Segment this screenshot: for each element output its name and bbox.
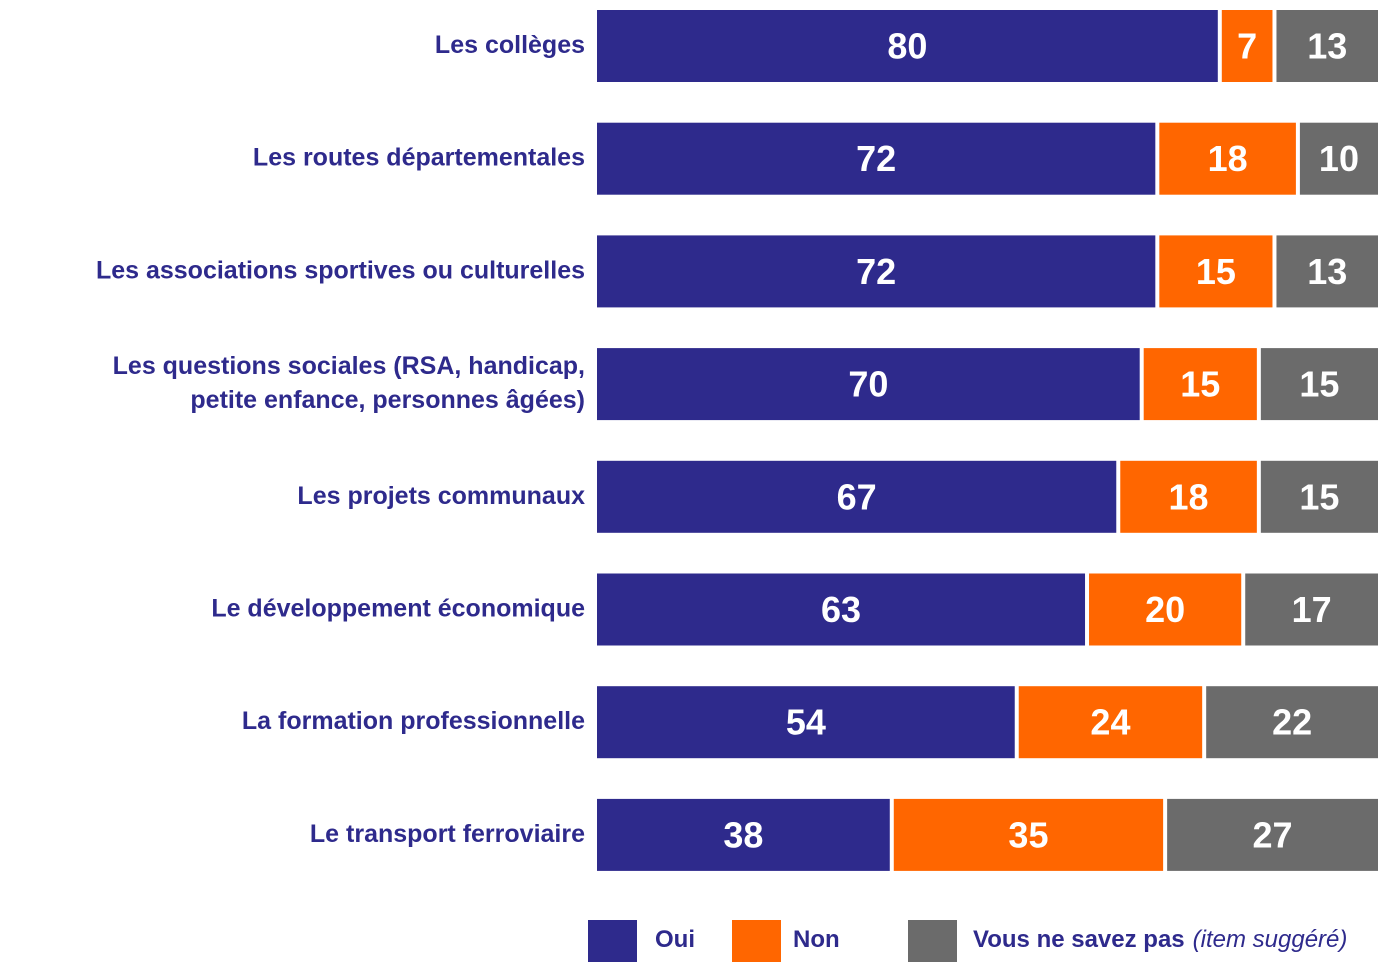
value-label: 24 [1090,702,1130,743]
bar-segment [1260,460,1378,533]
bar-segment [1143,348,1257,421]
value-label: 15 [1180,364,1220,405]
bar-segment [1260,348,1378,421]
category-label-line: Les projets communaux [297,481,585,509]
value-label: 13 [1307,251,1347,292]
bar-segment [597,10,1218,82]
value-label: 15 [1196,251,1236,292]
value-label: 38 [723,814,763,855]
value-label: 18 [1169,476,1209,517]
bar-segment [597,798,890,871]
bar-segment [1276,235,1378,308]
category-label: Les projets communaux [297,481,585,509]
category-label-line: Les routes départementales [253,143,585,171]
bar-segment [597,686,1015,759]
legend-name: Non [793,926,840,953]
category-label: Le développement économique [211,594,585,622]
value-label: 20 [1145,589,1185,630]
bar-segment [597,573,1086,646]
category-label: Les collèges [435,31,585,59]
bar-segment [597,348,1140,421]
value-label: 80 [887,26,927,67]
value-label: 17 [1292,589,1332,630]
legend-swatch [732,920,781,962]
category-label: Les routes départementales [253,143,585,171]
legend-label: Oui [655,926,695,953]
category-label-line: Les questions sociales (RSA, handicap, [113,352,585,380]
value-label: 72 [856,251,896,292]
category-label-line: Les associations sportives ou culturelle… [96,256,585,284]
bar-segment [597,235,1156,308]
bar-segment [1089,573,1242,646]
legend-swatch [588,920,637,962]
legend-name: Vous ne savez pas [973,926,1185,953]
category-label-line: La formation professionnelle [242,707,585,735]
bar-segment [1206,686,1378,759]
category-label-line: Le développement économique [211,594,585,622]
bar-segment [1299,122,1378,195]
bar-segment [893,798,1164,871]
category-label: Le transport ferroviaire [310,820,585,848]
bar-segment [1276,10,1378,82]
category-label: Les associations sportives ou culturelle… [96,256,585,284]
legend-label: Vous ne savez pas (item suggéré) [973,926,1347,953]
legend-note: (item suggéré) [1193,926,1348,953]
value-label: 15 [1299,476,1339,517]
value-label: 22 [1272,702,1312,743]
value-label: 72 [856,138,896,179]
value-label: 27 [1253,814,1293,855]
value-label: 70 [848,364,888,405]
bar-segment [1245,573,1378,646]
category-label-line: Le transport ferroviaire [310,820,585,848]
bar-segment [1159,122,1296,195]
bar-segment [1159,235,1273,308]
bar-segment [1221,10,1273,82]
value-label: 7 [1237,26,1257,67]
category-label: La formation professionnelle [242,707,585,735]
value-label: 63 [821,589,861,630]
value-label: 67 [837,476,877,517]
bar-segment [1167,798,1378,871]
category-label: Les questions sociales (RSA, handicap, pe… [113,352,585,414]
value-label: 13 [1307,26,1347,67]
legend-label: Non [793,926,840,953]
value-label: 15 [1299,364,1339,405]
legend-swatch [908,920,957,962]
bar-segment [597,460,1117,533]
category-label-line: petite enfance, personnes âgées) [190,386,585,414]
value-label: 10 [1319,138,1359,179]
bar-segment [597,122,1156,195]
value-label: 18 [1208,138,1248,179]
value-label: 35 [1008,814,1048,855]
bar-segment [1018,686,1203,759]
category-label-line: Les collèges [435,31,585,59]
legend-name: Oui [655,926,695,953]
value-label: 54 [786,702,826,743]
bar-segment [1120,460,1257,533]
